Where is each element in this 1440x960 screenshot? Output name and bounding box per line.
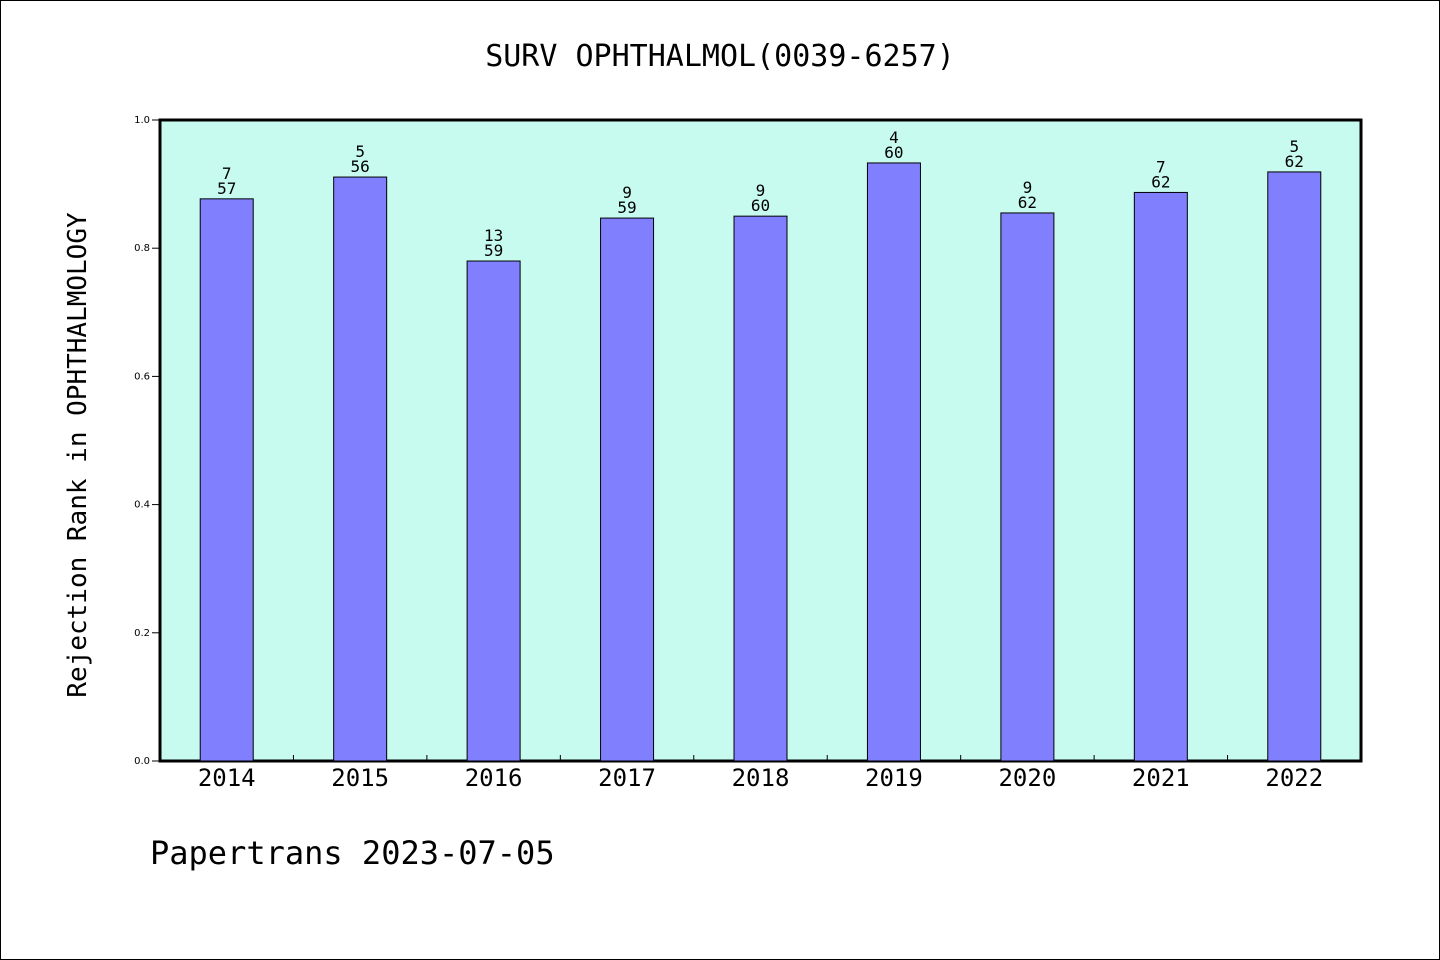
y-tick-label: 0.6 [134,371,150,382]
bar-2022 [1267,171,1322,762]
bar-label-total: 59 [617,198,636,217]
bar-label-total: 60 [884,143,903,162]
bar-label-rank: 5 [355,142,365,161]
bar-label-rank: 9 [756,181,766,200]
y-axis: 0.0 0.2 0.4 0.6 0.8 1.0 [134,115,160,767]
bar-label-rank: 9 [1023,178,1033,197]
x-tick-label: 2016 [465,764,523,792]
bar-label-total: 62 [1285,152,1304,171]
x-tick-label: 2014 [198,764,256,792]
bar-label-rank: 9 [622,183,632,202]
bar-2016 [466,260,521,762]
bar-label-rank: 13 [484,226,503,245]
bars-group [199,162,1322,762]
x-tick-label: 2020 [998,764,1056,792]
bar-2020 [1000,212,1055,762]
x-axis: 2014 2015 2016 2017 2018 2019 2020 2021 2022 [198,755,1323,792]
x-tick-label: 2017 [598,764,656,792]
bar-2017 [600,217,655,762]
x-tick-label: 2018 [732,764,790,792]
y-tick-label: 1.0 [134,115,150,126]
bar-2019 [866,162,921,762]
y-tick-label: 0.4 [134,500,150,511]
bar-2021 [1133,191,1188,762]
bar-label-total: 62 [1018,193,1037,212]
y-axis-label: Rejection Rank in OPHTHALMOLOGY [63,212,93,698]
bar-label-total: 60 [751,196,770,215]
bar-label-rank: 5 [1289,137,1299,156]
bar-label-total: 59 [484,241,503,260]
bar-2015 [333,176,388,762]
x-tick-label: 2022 [1265,764,1323,792]
y-tick-label: 0.2 [134,628,150,639]
x-tick-label: 2015 [331,764,389,792]
chart-title: SURV OPHTHALMOL(0039-6257) [485,39,955,74]
bar-label-rank: 4 [889,128,899,147]
y-tick-label: 0.8 [134,243,150,254]
x-tick-label: 2019 [865,764,923,792]
bar-2018 [733,215,788,762]
bar-label-total: 62 [1151,172,1170,191]
footer-credit: Papertrans 2023-07-05 [150,834,555,872]
bar-2014 [199,198,254,762]
x-tick-label: 2021 [1132,764,1190,792]
bar-label-rank: 7 [222,164,232,183]
y-tick-label: 0.0 [134,756,150,767]
bar-label-rank: 7 [1156,157,1166,176]
bar-label-total: 56 [351,157,370,176]
bar-label-total: 57 [217,179,236,198]
